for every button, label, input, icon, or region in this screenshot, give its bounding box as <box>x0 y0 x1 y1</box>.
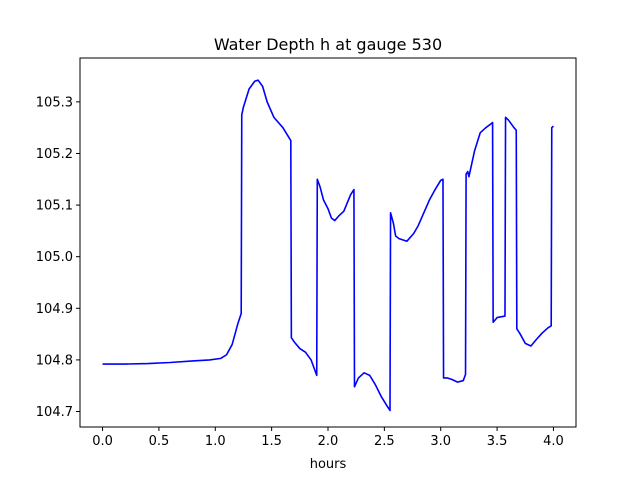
x-tick-label: 0.0 <box>92 434 113 449</box>
y-tick-label: 104.9 <box>36 302 73 317</box>
x-tick-label: 3.0 <box>430 434 451 449</box>
x-tick-label: 4.0 <box>543 434 564 449</box>
x-axis-ticks: 0.0 0.5 1.0 1.5 2.0 2.5 3.0 3.5 4.0 <box>92 427 564 449</box>
y-axis-ticks: 104.7 104.8 104.9 105.0 105.1 105.2 105.3 <box>36 95 80 420</box>
x-tick-label: 0.5 <box>149 434 170 449</box>
x-tick-label: 1.0 <box>205 434 226 449</box>
series-line-0 <box>102 79 554 412</box>
plot-area <box>80 58 576 427</box>
y-tick-label: 105.3 <box>36 95 73 110</box>
y-tick-label: 105.1 <box>36 199 73 214</box>
x-tick-label: 2.5 <box>374 434 395 449</box>
plot-frame <box>79 57 577 428</box>
y-tick-label: 104.8 <box>36 353 73 368</box>
series-layer <box>102 79 554 412</box>
y-tick-label: 104.7 <box>36 405 73 420</box>
x-tick-label: 2.0 <box>318 434 339 449</box>
x-tick-label: 3.5 <box>487 434 508 449</box>
y-tick-label: 105.0 <box>36 250 73 265</box>
y-tick-label: 105.2 <box>36 147 73 162</box>
x-tick-label: 1.5 <box>261 434 282 449</box>
x-axis-label: hours <box>310 457 347 472</box>
chart-title: Water Depth h at gauge 530 <box>214 35 442 54</box>
